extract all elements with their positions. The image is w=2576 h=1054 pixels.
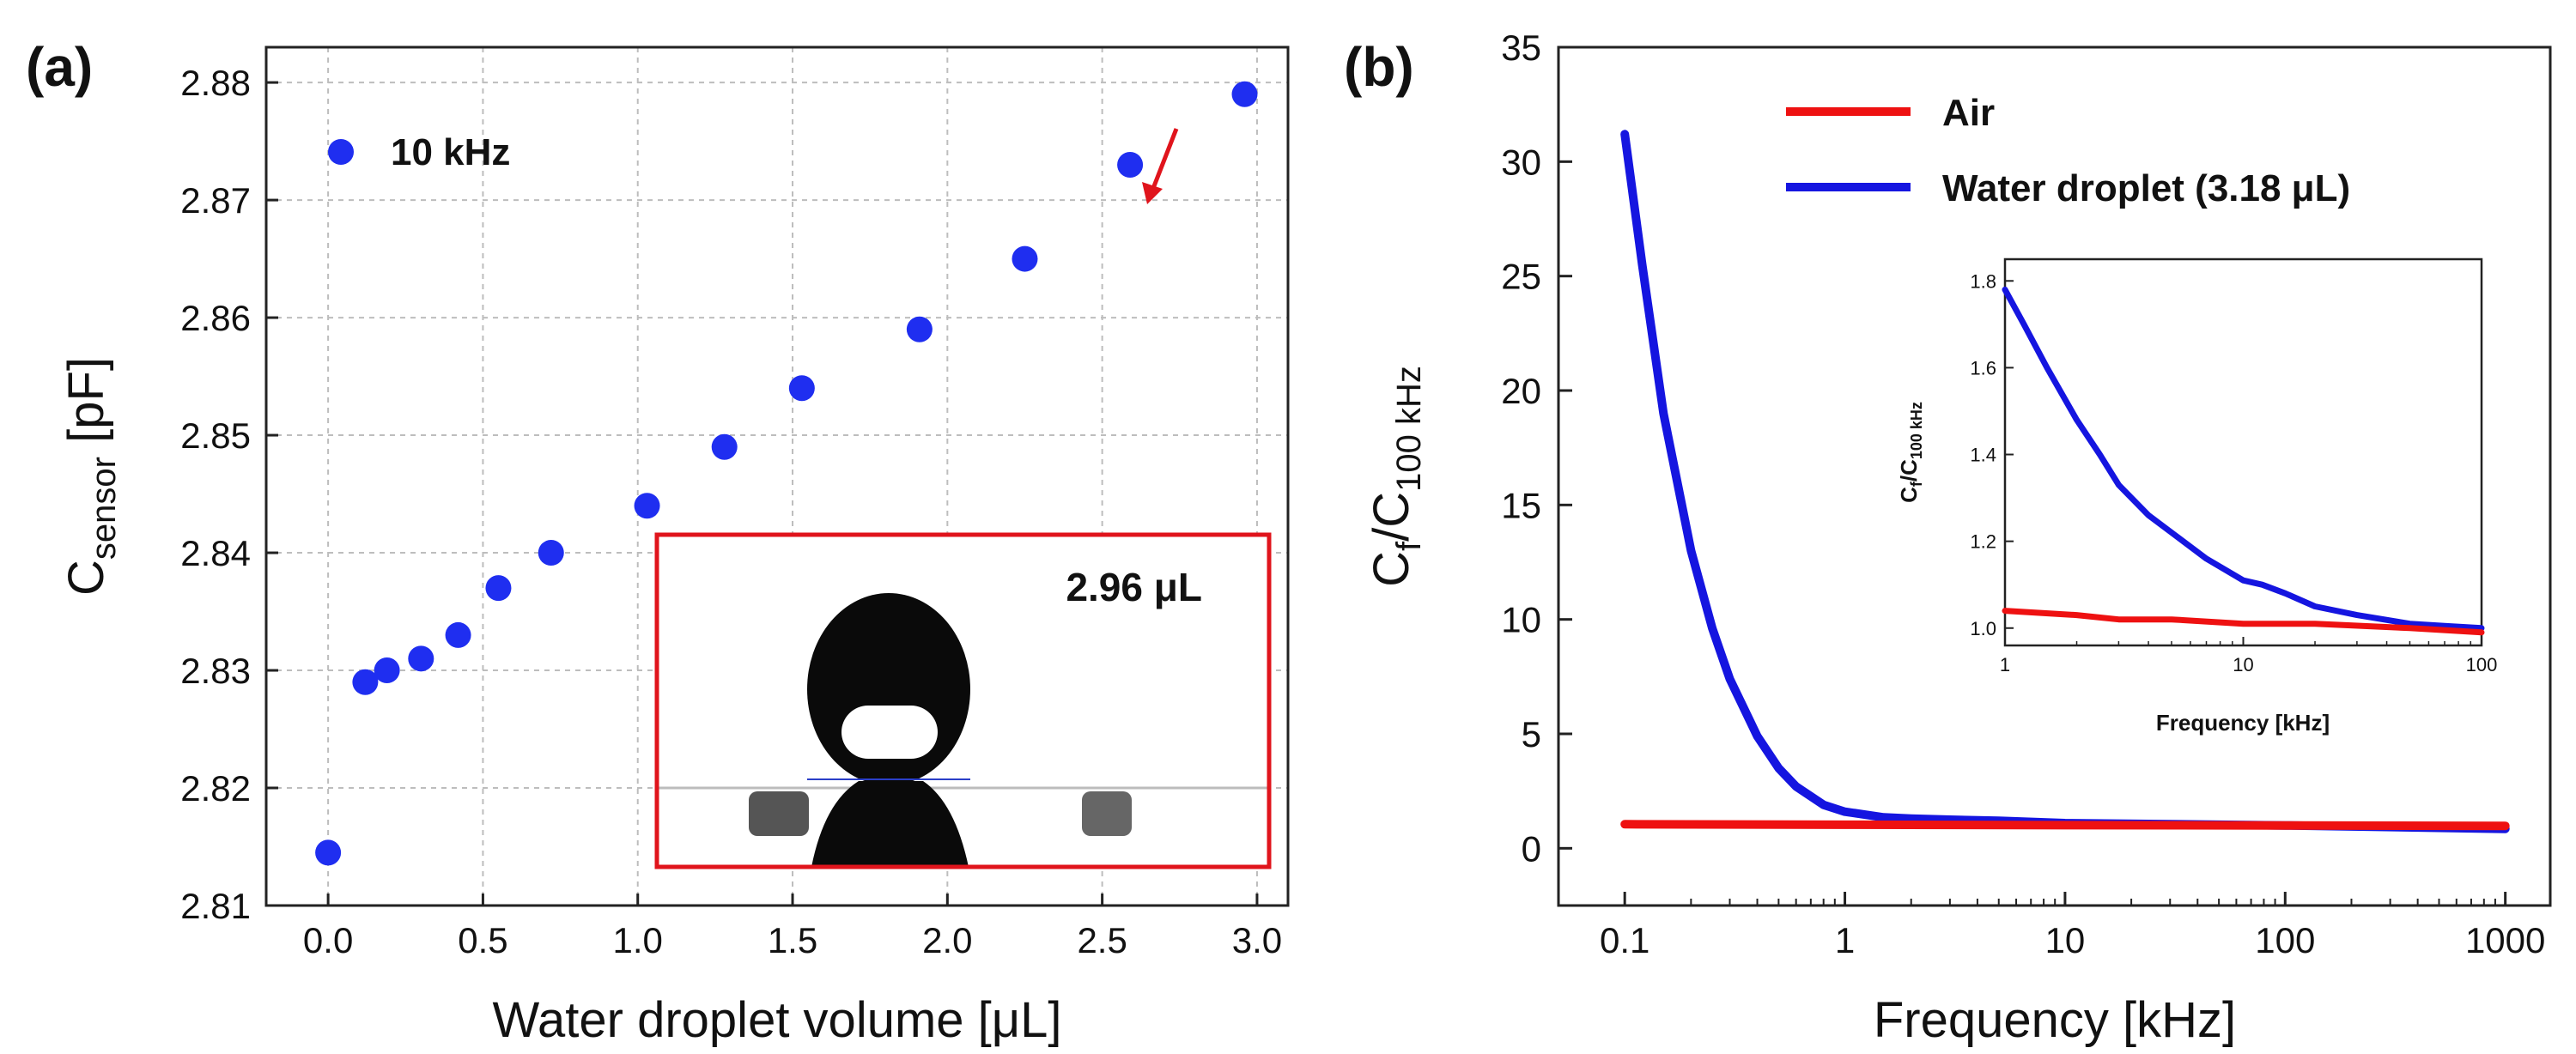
droplet-photo-inset: 2.96 μL [654, 532, 1272, 869]
panel-a: (a) 0.0 0.5 1.0 1.5 2.0 2.5 3.0 2.81 2.82 2.83 2.8… [26, 36, 1290, 1048]
inset-frame [2003, 257, 2483, 647]
droplet-highlight [841, 706, 938, 759]
y-tick-label: 2.87 [180, 180, 251, 221]
panel-b-label: (b) [1344, 36, 1414, 98]
x-tick-label: 0.0 [303, 920, 353, 960]
panel-a-frame [264, 45, 1290, 907]
data-point [788, 375, 815, 402]
x-tick-label: 0.5 [458, 920, 507, 960]
data-point [408, 645, 434, 672]
inset-x-tick-label: 100 [2466, 654, 2498, 675]
legend-label-water: Water droplet (3.18 μL) [1942, 167, 2350, 209]
y-tick-label: 5 [1522, 714, 1541, 754]
series-line-air [1620, 820, 2510, 831]
panel-b-inset: 1 10 100 1.0 1.2 1.4 1.6 1.8 Frequency [kHz] Cf… [1896, 257, 2497, 736]
inset-y-tick-label: 1.6 [1970, 357, 1996, 379]
panel-b: (b) 0.1 1 10 100 1000 0 5 10 15 20 25 30 35 Air Wate… [1344, 27, 2552, 1048]
data-point [315, 839, 342, 866]
inset-x-tick-label: 1 [2000, 654, 2010, 675]
data-point [485, 575, 512, 602]
y-tick-label: 10 [1501, 600, 1541, 640]
y-tick-label: 2.88 [180, 63, 251, 103]
inset-y-axis-label: Cf/C100 kHz [1896, 402, 1925, 503]
data-point [1231, 81, 1258, 107]
legend-marker-10khz [328, 139, 354, 165]
y-tick-label: 2.86 [180, 298, 251, 338]
panel-b-lines [1620, 130, 2510, 833]
y-tick-label: 2.83 [180, 651, 251, 691]
y-tick-label: 2.81 [180, 886, 251, 926]
x-tick-label: 0.1 [1600, 920, 1649, 960]
y-tick-label: 0 [1522, 828, 1541, 869]
photo-inset-border [654, 532, 1272, 869]
photo-volume-label: 2.96 μL [1066, 565, 1202, 609]
y-tick-label: 20 [1501, 371, 1541, 411]
data-point [1012, 245, 1038, 272]
annotation-arrow [1150, 128, 1179, 191]
legend-label-10khz: 10 kHz [391, 131, 510, 173]
y-tick-label: 15 [1501, 485, 1541, 525]
inset-lines [2002, 286, 2485, 636]
panel-b-y-axis-label: Cf/C100 kHz [1364, 366, 1428, 587]
x-tick-label: 2.5 [1077, 920, 1127, 960]
panel-a-ticks: 0.0 0.5 1.0 1.5 2.0 2.5 3.0 2.81 2.82 2.83 2.84 2.8… [180, 63, 1282, 960]
x-tick-label: 1 [1835, 920, 1855, 960]
x-tick-label: 3.0 [1232, 920, 1282, 960]
panel-a-y-axis-label: Csensor [pF] [58, 357, 123, 596]
y-tick-label: 2.85 [180, 415, 251, 456]
droplet-base [811, 781, 969, 867]
y-tick-label: 2.82 [180, 768, 251, 809]
data-point [1117, 151, 1144, 178]
x-tick-label: 2.0 [922, 920, 972, 960]
inset-x-tick-label: 10 [2233, 654, 2253, 675]
panel-b-x-axis-label: Frequency [kHz] [1874, 992, 2236, 1048]
x-tick-label: 1.5 [768, 920, 817, 960]
panel-a-points [315, 81, 1258, 866]
data-point [352, 669, 379, 695]
inset-series-line-water [2002, 286, 2485, 632]
inset-ticks: 1 10 100 1.0 1.2 1.4 1.6 1.8 [1970, 270, 2497, 675]
inset-y-tick-label: 1.0 [1970, 618, 1996, 639]
inset-series-line-air [2002, 608, 2485, 636]
y-tick-label: 35 [1501, 27, 1541, 68]
x-tick-label: 10 [2045, 920, 2086, 960]
y-tick-label: 30 [1501, 142, 1541, 182]
panel-b-ticks: 0.1 1 10 100 1000 0 5 10 15 20 25 30 35 [1501, 27, 2545, 960]
data-point [445, 621, 471, 648]
data-point [906, 316, 933, 342]
photo-electrode-left [749, 791, 809, 836]
inset-y-tick-label: 1.4 [1970, 445, 1996, 466]
inset-x-axis-label: Frequency [kHz] [2156, 710, 2330, 736]
inset-y-tick-label: 1.8 [1970, 270, 1996, 292]
y-tick-label: 2.84 [180, 533, 251, 573]
x-tick-label: 1.0 [613, 920, 663, 960]
data-point [634, 493, 660, 519]
data-point [538, 540, 564, 566]
panel-a-x-axis-label: Water droplet volume [μL] [492, 992, 1061, 1048]
inset-y-tick-label: 1.2 [1970, 531, 1996, 553]
photo-electrode-right [1082, 791, 1132, 836]
y-tick-label: 25 [1501, 257, 1541, 297]
data-point [711, 433, 738, 460]
annotation-arrow-head [1142, 182, 1163, 204]
data-point [374, 657, 400, 684]
x-tick-label: 1000 [2465, 920, 2545, 960]
x-tick-label: 100 [2255, 920, 2315, 960]
panel-a-label: (a) [26, 36, 93, 98]
legend-label-air: Air [1942, 92, 1995, 134]
